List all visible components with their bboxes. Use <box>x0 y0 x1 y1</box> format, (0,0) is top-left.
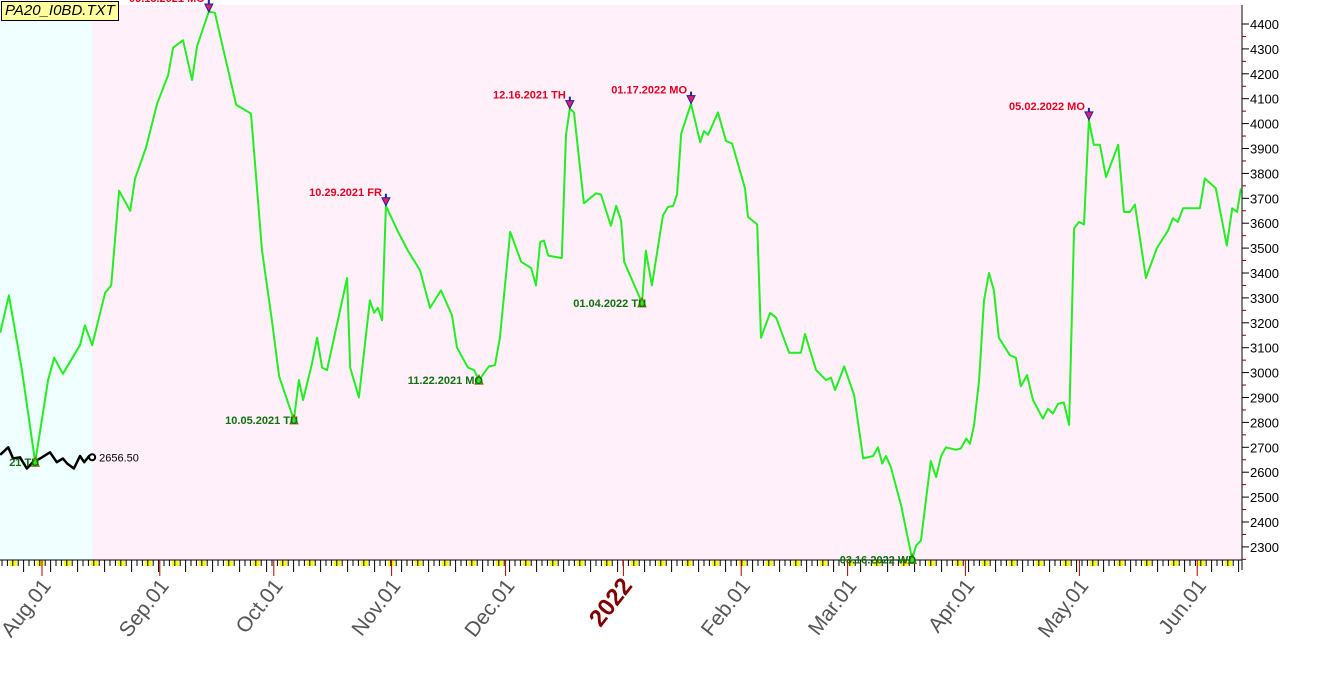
history-region-background <box>0 5 93 560</box>
last-value-marker <box>88 453 97 462</box>
x-month-label: Jun.01 <box>1154 575 1211 639</box>
price-line <box>0 10 1242 561</box>
x-month-label: Sep.01 <box>115 575 174 642</box>
low-arrow-icon <box>637 296 647 308</box>
y-tick-label: 3200 <box>1250 316 1279 331</box>
low-label: 21 TU <box>9 457 39 469</box>
x-month-label: Feb.01 <box>697 575 755 641</box>
high-label: 01.17.2022 MO <box>611 85 687 97</box>
high-arrow-icon <box>381 197 391 207</box>
x-month-label: Nov.01 <box>347 575 405 640</box>
high-arrow-icon <box>565 100 575 110</box>
y-tick-label: 3100 <box>1250 341 1279 356</box>
y-tick-label: 3300 <box>1250 291 1279 306</box>
high-label: 12.16.2021 TH <box>493 90 566 102</box>
y-tick-label: 3900 <box>1250 142 1279 157</box>
low-label: 01.04.2022 TU <box>573 298 646 310</box>
x-month-label: May.01 <box>1034 575 1094 642</box>
y-tick-label: 2600 <box>1250 465 1279 480</box>
low-arrow-icon <box>30 456 40 467</box>
y-tick-label: 3500 <box>1250 241 1279 256</box>
y-tick-label: 2300 <box>1250 540 1279 555</box>
x-month-label: Mar.01 <box>804 575 862 640</box>
low-arrow-icon <box>907 553 917 564</box>
y-tick-label: 3600 <box>1250 216 1279 231</box>
overlay-line <box>0 446 93 470</box>
y-tick-label: 3700 <box>1250 191 1279 206</box>
high-label: 10.29.2021 FR <box>309 187 382 199</box>
y-tick-label: 4000 <box>1250 117 1279 132</box>
high-arrow-icon <box>686 95 696 105</box>
y-tick-label: 4400 <box>1250 17 1279 32</box>
high-arrow-icon <box>1084 111 1094 121</box>
low-arrow-icon <box>474 373 484 385</box>
x-month-label: Oct.01 <box>232 575 288 638</box>
low-arrow-icon <box>289 413 299 425</box>
low-label: 03.16.2022 WD <box>840 554 916 566</box>
y-tick-label: 2500 <box>1250 490 1279 505</box>
y-tick-label: 2400 <box>1250 515 1279 530</box>
high-label: 05.02.2022 MO <box>1009 101 1085 113</box>
low-label: 11.22.2021 MO <box>408 375 484 387</box>
y-tick-label: 3400 <box>1250 266 1279 281</box>
y-tick-label: 3800 <box>1250 166 1279 181</box>
x-month-label: Apr.01 <box>924 575 980 637</box>
y-tick-label: 2700 <box>1250 440 1279 455</box>
high-label: 09.13.2021 MO <box>129 0 205 5</box>
y-tick-label: 4300 <box>1250 42 1279 57</box>
x-year-label: 2022 <box>584 573 638 632</box>
low-label: 10.05.2021 TU <box>225 415 298 427</box>
y-tick-label: 4200 <box>1250 67 1279 82</box>
y-tick-label: 2800 <box>1250 415 1279 430</box>
y-tick-label: 3000 <box>1250 366 1279 381</box>
x-month-label: Dec.01 <box>460 575 519 642</box>
y-tick-label: 2900 <box>1250 391 1279 406</box>
high-arrow-icon <box>204 3 214 14</box>
y-tick-label: 4100 <box>1250 92 1279 107</box>
x-month-label: Aug.01 <box>0 575 56 642</box>
last-value-label: 2656.50 <box>99 452 139 464</box>
main-region-background <box>92 5 1241 560</box>
file-name-label: PA20_I0BD.TXT <box>1 1 119 21</box>
